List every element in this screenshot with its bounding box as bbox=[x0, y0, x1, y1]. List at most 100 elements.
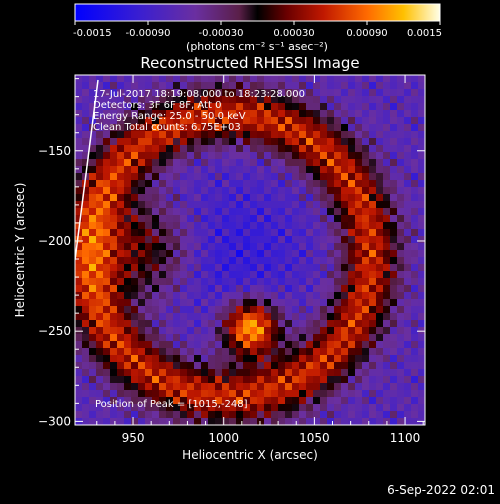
heatmap-cell bbox=[159, 110, 167, 118]
heatmap-cell bbox=[75, 124, 83, 132]
heatmap-cell bbox=[82, 180, 90, 188]
heatmap-cell bbox=[138, 383, 146, 391]
heatmap-cell bbox=[327, 96, 335, 104]
heatmap-cell bbox=[110, 187, 118, 195]
heatmap-cell bbox=[369, 180, 377, 188]
heatmap-cell bbox=[180, 194, 188, 202]
heatmap-cell bbox=[159, 236, 167, 244]
heatmap-cell bbox=[285, 397, 293, 405]
heatmap-cell bbox=[215, 404, 223, 412]
heatmap-cell bbox=[152, 215, 160, 223]
heatmap-cell bbox=[327, 159, 335, 167]
heatmap-cell bbox=[152, 299, 160, 307]
heatmap-cell bbox=[187, 264, 195, 272]
heatmap-cell bbox=[75, 173, 83, 181]
heatmap-cell bbox=[173, 138, 181, 146]
heatmap-cell bbox=[306, 278, 314, 286]
heatmap-cell bbox=[264, 362, 272, 370]
heatmap-cell bbox=[355, 131, 363, 139]
heatmap-cell bbox=[271, 110, 279, 118]
heatmap-cell bbox=[187, 208, 195, 216]
heatmap-cell bbox=[418, 278, 425, 286]
heatmap-cell bbox=[285, 145, 293, 153]
heatmap-cell bbox=[75, 159, 83, 167]
heatmap-cell bbox=[110, 306, 118, 314]
heatmap-cell bbox=[117, 215, 125, 223]
heatmap-cell bbox=[173, 334, 181, 342]
heatmap-cell bbox=[397, 271, 405, 279]
heatmap-cell bbox=[229, 215, 237, 223]
heatmap-cell bbox=[89, 229, 97, 237]
heatmap-cell bbox=[306, 82, 314, 90]
heatmap-cell bbox=[159, 75, 167, 83]
heatmap-cell bbox=[152, 96, 160, 104]
heatmap-cell bbox=[348, 292, 356, 300]
heatmap-cell bbox=[278, 390, 286, 398]
heatmap-cell bbox=[124, 201, 132, 209]
heatmap-cell bbox=[369, 411, 377, 419]
heatmap-cell bbox=[292, 390, 300, 398]
heatmap-cell bbox=[334, 173, 342, 181]
heatmap-cell bbox=[131, 229, 139, 237]
heatmap-cell bbox=[229, 187, 237, 195]
heatmap-cell bbox=[418, 383, 425, 391]
heatmap-cell bbox=[397, 159, 405, 167]
heatmap-cell bbox=[334, 397, 342, 405]
heatmap-cell bbox=[208, 292, 216, 300]
heatmap-cell bbox=[159, 383, 167, 391]
heatmap-cell bbox=[75, 404, 83, 412]
heatmap-cell bbox=[201, 236, 209, 244]
heatmap-cell bbox=[152, 152, 160, 160]
heatmap-cell bbox=[159, 138, 167, 146]
heatmap-cell bbox=[236, 355, 244, 363]
heatmap-cell bbox=[271, 208, 279, 216]
heatmap-cell bbox=[201, 117, 209, 125]
heatmap-cell bbox=[355, 299, 363, 307]
heatmap-cell bbox=[96, 327, 104, 335]
heatmap-cell bbox=[418, 271, 425, 279]
heatmap-cell bbox=[327, 341, 335, 349]
heatmap-cell bbox=[306, 173, 314, 181]
heatmap-cell bbox=[404, 208, 412, 216]
heatmap-cell bbox=[320, 411, 328, 419]
heatmap-cell bbox=[334, 117, 342, 125]
heatmap-cell bbox=[222, 264, 230, 272]
heatmap-cell bbox=[341, 306, 349, 314]
heatmap-cell bbox=[341, 404, 349, 412]
heatmap-cell bbox=[376, 355, 384, 363]
heatmap-cell bbox=[152, 404, 160, 412]
heatmap-cell bbox=[236, 166, 244, 174]
heatmap-cell bbox=[376, 348, 384, 356]
heatmap-cell bbox=[159, 215, 167, 223]
heatmap-cell bbox=[397, 82, 405, 90]
heatmap-cell bbox=[257, 376, 265, 384]
heatmap-cell bbox=[201, 355, 209, 363]
heatmap-cell bbox=[131, 180, 139, 188]
heatmap-cell bbox=[89, 159, 97, 167]
heatmap-cell bbox=[390, 96, 398, 104]
heatmap-cell bbox=[96, 208, 104, 216]
heatmap-cell bbox=[194, 341, 202, 349]
heatmap-cell bbox=[138, 257, 146, 265]
heatmap-cell bbox=[208, 215, 216, 223]
heatmap-cell bbox=[376, 369, 384, 377]
heatmap-cell bbox=[159, 173, 167, 181]
heatmap-cell bbox=[397, 229, 405, 237]
heatmap-cell bbox=[173, 75, 181, 83]
heatmap-cell bbox=[124, 327, 132, 335]
heatmap-cell bbox=[110, 75, 118, 83]
heatmap-cell bbox=[362, 187, 370, 195]
heatmap-cell bbox=[124, 313, 132, 321]
heatmap-cell bbox=[341, 103, 349, 111]
heatmap-cell bbox=[376, 159, 384, 167]
heatmap-cell bbox=[110, 362, 118, 370]
heatmap-cell bbox=[383, 173, 391, 181]
heatmap-cell bbox=[397, 390, 405, 398]
heatmap-cell bbox=[215, 320, 223, 328]
heatmap-cell bbox=[243, 138, 251, 146]
heatmap-cell bbox=[138, 411, 146, 419]
heatmap-cell bbox=[341, 257, 349, 265]
heatmap-cell bbox=[82, 362, 90, 370]
heatmap-cell bbox=[82, 306, 90, 314]
heatmap-cell bbox=[327, 75, 335, 83]
